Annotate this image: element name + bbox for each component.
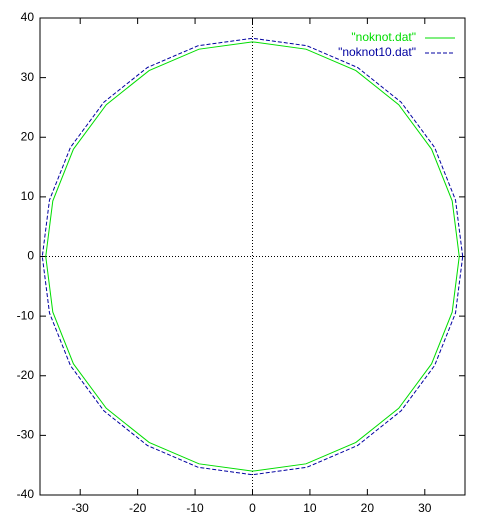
legend-label: "noknot.dat" — [351, 30, 416, 44]
legend-label: "noknot10.dat" — [338, 45, 416, 59]
y-tick-label: -30 — [17, 428, 35, 442]
y-tick-label: 20 — [21, 129, 35, 143]
series-line — [41, 37, 464, 476]
x-tick-label: 0 — [249, 501, 256, 515]
x-tick-label: 20 — [361, 501, 375, 515]
y-tick-label: -20 — [17, 368, 35, 382]
x-tick-label: -10 — [186, 501, 204, 515]
y-tick-label: -40 — [17, 487, 35, 501]
y-tick-label: 30 — [21, 70, 35, 84]
series-line — [45, 41, 460, 472]
x-tick-label: 30 — [418, 501, 432, 515]
x-tick-label: 10 — [303, 501, 317, 515]
y-tick-label: 40 — [21, 10, 35, 24]
x-tick-label: -30 — [72, 501, 90, 515]
x-tick-label: -20 — [129, 501, 147, 515]
y-tick-label: 10 — [21, 189, 35, 203]
y-tick-label: 0 — [27, 249, 34, 263]
y-tick-label: -10 — [17, 308, 35, 322]
